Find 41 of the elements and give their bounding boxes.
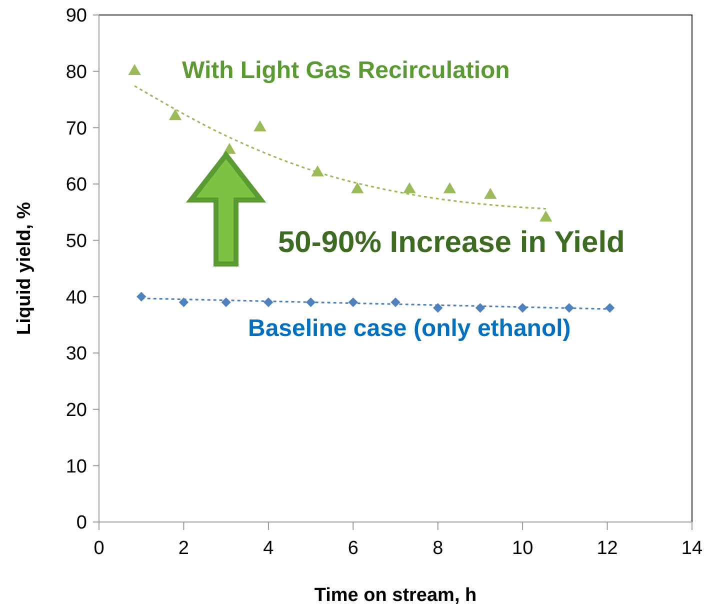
x-axis-title: Time on stream, h: [314, 585, 477, 606]
point: [264, 297, 274, 308]
point: [484, 188, 497, 199]
point: [443, 182, 456, 194]
x-tick-label: 8: [432, 538, 444, 559]
point: [390, 297, 400, 308]
y-tick-label: 70: [66, 118, 87, 140]
annotation: 50-90% Increase in Yield: [278, 226, 625, 259]
y-tick-label: 30: [66, 344, 87, 365]
x-tick-label: 2: [178, 538, 190, 559]
point: [254, 120, 266, 132]
point: [433, 303, 443, 313]
y-tick-label: 60: [66, 174, 87, 196]
y-tick-label: 90: [66, 6, 87, 27]
series-label: Baseline case (only ethanol): [248, 315, 571, 342]
y-tick-label: 50: [66, 230, 87, 252]
point: [311, 165, 324, 176]
point: [540, 210, 552, 222]
point: [136, 292, 146, 302]
point: [221, 297, 231, 308]
y-tick-label: 80: [66, 62, 87, 83]
y-tick-label: 40: [66, 287, 87, 308]
y-tick-label: 0: [76, 512, 87, 534]
x-tick-label: 6: [348, 538, 358, 559]
point: [178, 297, 189, 308]
x-tick-label: 14: [681, 538, 703, 559]
point: [128, 64, 141, 76]
point: [168, 109, 182, 120]
x-tick-label: 10: [512, 538, 534, 559]
y-axis-title: Liquid yield, %: [14, 202, 35, 336]
x-tick-label: 4: [263, 538, 274, 559]
x-tick-label: 12: [596, 538, 618, 559]
y-tick-label: 20: [66, 400, 87, 421]
point: [604, 303, 615, 313]
point: [403, 182, 416, 194]
point: [348, 297, 358, 308]
point: [351, 182, 364, 194]
point: [475, 303, 486, 313]
x-tick-label: 0: [94, 538, 104, 559]
series-label: With Light Gas Recirculation: [182, 57, 510, 84]
y-tick-label: 10: [66, 456, 87, 478]
